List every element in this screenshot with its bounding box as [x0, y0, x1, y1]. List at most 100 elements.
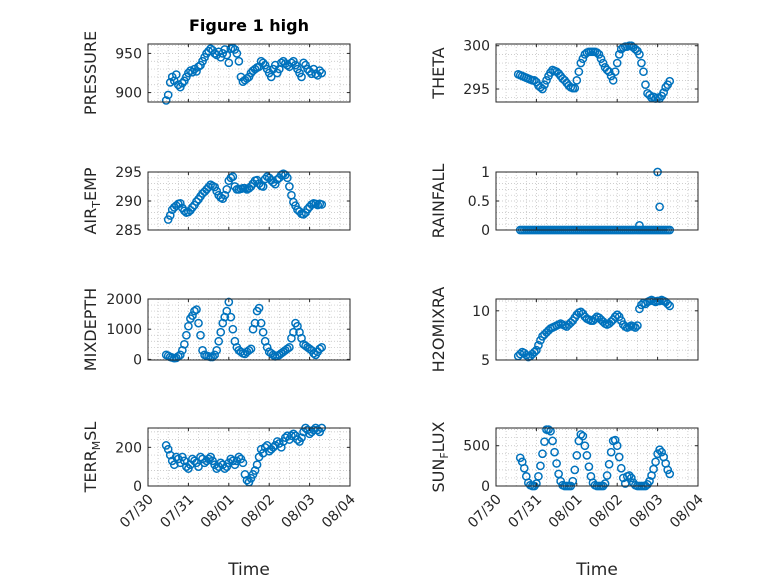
subplot-4: 0 0.5 1 RAINFALL — [429, 164, 699, 239]
y-tick-label: 0 — [133, 352, 142, 368]
data-point — [538, 84, 547, 94]
data-point — [190, 306, 199, 316]
data-point — [655, 445, 664, 455]
data-point — [572, 451, 582, 460]
data-point — [190, 456, 199, 466]
data-point — [210, 350, 220, 360]
data-point — [655, 202, 664, 212]
data-point — [256, 318, 266, 328]
y-axis-label: SUNFLUX — [429, 421, 451, 492]
data-point — [297, 72, 306, 82]
data-point — [515, 349, 525, 359]
y-tick-label: 900 — [115, 86, 142, 102]
data-point — [252, 460, 262, 470]
data-point — [194, 318, 203, 328]
data-point — [192, 197, 201, 206]
data-point — [570, 465, 580, 475]
data-point — [163, 90, 173, 100]
data-point — [657, 447, 666, 457]
subplot-5: 0 1000 2000 MIXDEPTH — [81, 288, 351, 371]
data-point — [614, 452, 624, 462]
data-point — [220, 464, 230, 473]
data-point — [238, 458, 248, 468]
data-point — [291, 201, 300, 210]
data-point — [208, 352, 217, 362]
data-point — [289, 429, 298, 439]
data-points — [163, 169, 327, 224]
y-tick-label: 295 — [115, 165, 142, 181]
subplot-grid: 900 950 PRESSURE Figure 1 high 295 300 THETA 28… — [81, 16, 707, 580]
data-point — [204, 454, 213, 464]
y-tick-label: 5 — [481, 353, 490, 369]
data-point — [165, 211, 175, 220]
axis-box — [495, 298, 699, 361]
data-point — [242, 475, 252, 485]
data-point — [212, 345, 222, 355]
y-label-main: TERR — [81, 450, 100, 493]
data-point — [665, 301, 675, 311]
figure-title: Figure 1 high — [189, 16, 309, 35]
data-point — [242, 74, 252, 83]
data-point — [196, 452, 205, 462]
data-point — [250, 318, 260, 328]
y-label-subscript: T — [90, 201, 103, 209]
data-point — [598, 58, 608, 68]
data-point — [232, 49, 242, 58]
data-point — [182, 462, 191, 472]
data-point — [639, 67, 648, 77]
data-point — [186, 66, 195, 75]
data-point — [578, 431, 588, 441]
data-point — [268, 442, 278, 452]
y-tick-label: 0 — [481, 223, 490, 239]
y-label-rest: LUX — [429, 421, 448, 452]
y-label-subscript: F — [438, 452, 451, 458]
data-points — [161, 43, 327, 105]
data-point — [234, 56, 244, 66]
data-point — [246, 344, 256, 354]
data-point — [212, 186, 222, 196]
y-tick-label: 200 — [115, 440, 142, 456]
data-point — [283, 344, 292, 354]
y-label-rest: SL — [81, 422, 100, 441]
data-point — [626, 473, 636, 483]
data-point — [604, 67, 614, 77]
data-point — [222, 306, 232, 316]
data-point — [216, 327, 226, 337]
data-point — [266, 72, 276, 82]
data-point — [548, 436, 557, 446]
data-point — [272, 437, 282, 446]
data-point — [519, 463, 529, 473]
data-point — [171, 70, 181, 79]
data-point — [297, 433, 306, 443]
y-axis-label: H2OMIXRA — [429, 287, 448, 373]
data-point — [612, 441, 622, 451]
data-point — [536, 461, 545, 471]
y-label-subscript: M — [90, 441, 103, 451]
data-point — [192, 67, 201, 76]
data-point — [576, 58, 586, 68]
data-point — [616, 463, 626, 473]
y-axis-label: THETA — [429, 47, 448, 99]
data-point — [258, 327, 268, 337]
data-point — [196, 330, 205, 340]
data-point — [163, 444, 173, 454]
data-point — [568, 476, 578, 486]
subplot-3: 285 290 295 AIRTEMP — [81, 165, 351, 239]
data-point — [171, 452, 181, 462]
y-axis-label: MIXDEPTH — [81, 288, 100, 371]
data-point — [254, 303, 264, 313]
data-points — [161, 423, 327, 487]
data-point — [224, 58, 234, 68]
data-point — [188, 203, 197, 212]
data-point — [610, 67, 620, 77]
data-point — [552, 459, 561, 468]
data-point — [532, 345, 541, 355]
y-tick-label: 300 — [463, 39, 490, 55]
data-point — [180, 206, 189, 216]
data-point — [258, 58, 268, 68]
data-point — [610, 312, 620, 322]
y-tick-label: 2000 — [106, 292, 142, 308]
data-point — [222, 185, 232, 194]
data-point — [614, 50, 624, 59]
data-point — [645, 476, 654, 486]
